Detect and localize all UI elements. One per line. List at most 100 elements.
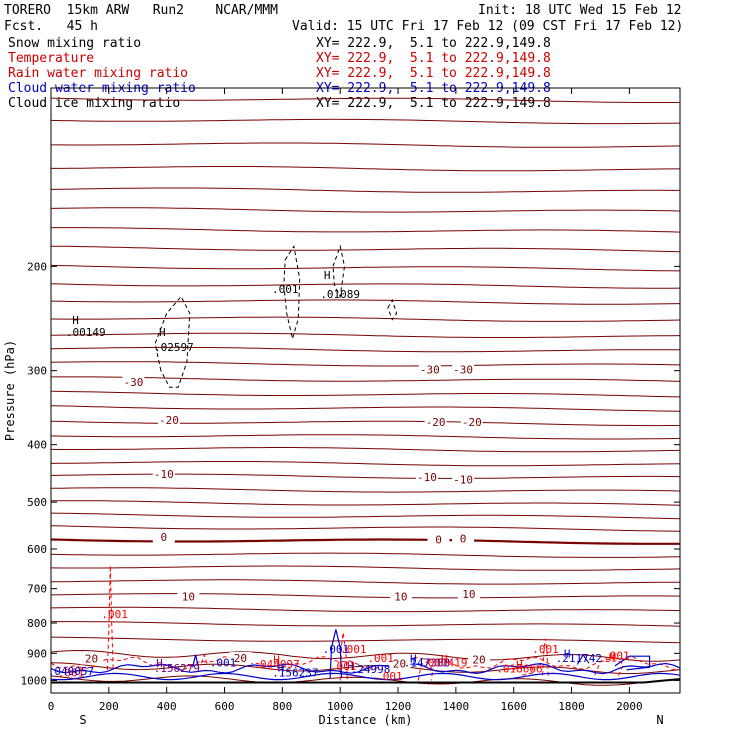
cloud-water-contour [329, 629, 343, 678]
isotherm-label: 20 [393, 658, 406, 671]
isotherm-line [50, 316, 681, 322]
y-tick-label: 300 [27, 365, 47, 378]
isotherm-line [50, 473, 681, 479]
isotherm-line [50, 420, 680, 427]
field-label: .001 [603, 650, 630, 663]
y-tick-label: 700 [27, 583, 47, 596]
rain-contour [106, 565, 114, 670]
field-label: .001 [272, 283, 299, 296]
snow-contour [387, 298, 398, 321]
isotherm-label: 0 [460, 532, 467, 545]
isotherm-label: -20 [159, 414, 179, 427]
field-label: .044097 [253, 658, 299, 671]
isotherm-label-bg [80, 652, 103, 665]
field-label: H [156, 657, 163, 670]
rain-contour [200, 653, 208, 665]
y-tick-label: 800 [27, 617, 47, 630]
isotherm-label: 0 [435, 533, 442, 546]
field-label: .156279 [154, 662, 200, 675]
rain-contour [50, 656, 681, 670]
x-end-label-north: N [656, 713, 663, 727]
x-tick-label: 0 [48, 700, 55, 713]
rain-contour [542, 638, 549, 678]
isotherm-label-bg [460, 416, 483, 429]
isotherm-line [50, 487, 681, 493]
field-label: H [441, 653, 448, 666]
cloud-water-contour [50, 662, 681, 675]
isotherm-line [50, 390, 681, 398]
isotherm-line [50, 207, 681, 213]
isotherm-label-bg [229, 651, 252, 664]
cloud-water-contour [614, 655, 651, 671]
snow-contour [332, 244, 346, 299]
isotherm-label-bg [415, 470, 438, 483]
isotherm-line [50, 405, 681, 412]
isotherm-line [50, 97, 680, 103]
isotherm-label-bg [452, 363, 475, 376]
isotherm-label-bg [388, 657, 411, 670]
header-init-time: Init: 18 UTC Wed 15 Feb 12 [478, 3, 682, 18]
isotherm-line [51, 166, 680, 172]
x-end-label-south: S [79, 713, 86, 727]
isotherm-line [50, 636, 681, 644]
field-label: H [347, 659, 354, 672]
isotherm-label: 20 [234, 652, 247, 665]
isotherm-line [50, 552, 681, 558]
isotherm-label-bg [152, 531, 175, 544]
isotherm-line [51, 500, 681, 506]
field-label: .01089 [320, 288, 360, 301]
field-label: .018666 [496, 663, 542, 676]
y-axis-label: Pressure (hPa) [3, 340, 17, 441]
isotherm-line [50, 361, 681, 367]
x-tick-label: 200 [99, 700, 119, 713]
y-tick-label: 600 [27, 543, 47, 556]
isotherm-line [50, 187, 680, 193]
field-label: .211742 [556, 652, 602, 665]
field-label: .156237 [272, 667, 318, 680]
x-tick-label: 1200 [385, 700, 412, 713]
field-label: H [516, 659, 523, 672]
x-tick-label: 1800 [558, 700, 585, 713]
isotherm-line [50, 525, 681, 532]
isotherm-label: -10 [453, 474, 473, 487]
field-label: H [410, 653, 417, 666]
snow-contour [283, 244, 301, 339]
field-label: .24998 [351, 663, 391, 676]
field-label: .001 [376, 670, 403, 683]
isotherm-line [50, 447, 681, 453]
legend-label: Snow mixing ratio [8, 36, 142, 51]
isotherm-label-bg [424, 416, 447, 429]
rain-contour [417, 661, 434, 681]
isotherm-label: -30 [420, 364, 440, 377]
isotherm-line [50, 283, 681, 289]
cloud-water-contour [192, 654, 200, 668]
field-label: .001 [58, 667, 85, 680]
isotherm-line [50, 538, 680, 545]
y-tick-label: 200 [27, 260, 47, 273]
isotherm-label-bg [122, 376, 145, 389]
isotherm-label: 10 [462, 588, 475, 601]
isotherm-label: -30 [453, 364, 473, 377]
isotherm-line [51, 621, 681, 627]
isotherm-line [50, 606, 681, 613]
isotherm-label-bg [468, 653, 491, 666]
isotherm-label: -30 [123, 376, 143, 389]
header-forecast-hour: Fcst. 45 h [4, 19, 98, 34]
field-label: .001 [210, 657, 237, 670]
isotherm-label: 10 [394, 591, 407, 604]
field-label: H [278, 661, 285, 674]
isotherm-line [50, 332, 681, 338]
isotherm-line [50, 565, 681, 571]
isotherm-label: 0 [160, 531, 167, 544]
isotherm-line [50, 512, 681, 520]
header-model-info: TORERO 15km ARW Run2 NCAR/MMM [4, 3, 278, 18]
x-tick-label: 400 [157, 700, 177, 713]
legend-xy-range: XY= 222.9, 5.1 to 222.9,149.8 [316, 51, 551, 66]
isotherm-label: -10 [417, 471, 437, 484]
field-label: .001 [367, 652, 394, 665]
header-valid-time: Valid: 15 UTC Fri 17 Feb 12 (09 CST Fri … [292, 19, 684, 34]
isotherm-label: 20 [472, 653, 485, 666]
isotherm-line [51, 142, 681, 148]
field-label: .080419 [421, 657, 467, 670]
field-label: .001 [101, 608, 128, 621]
